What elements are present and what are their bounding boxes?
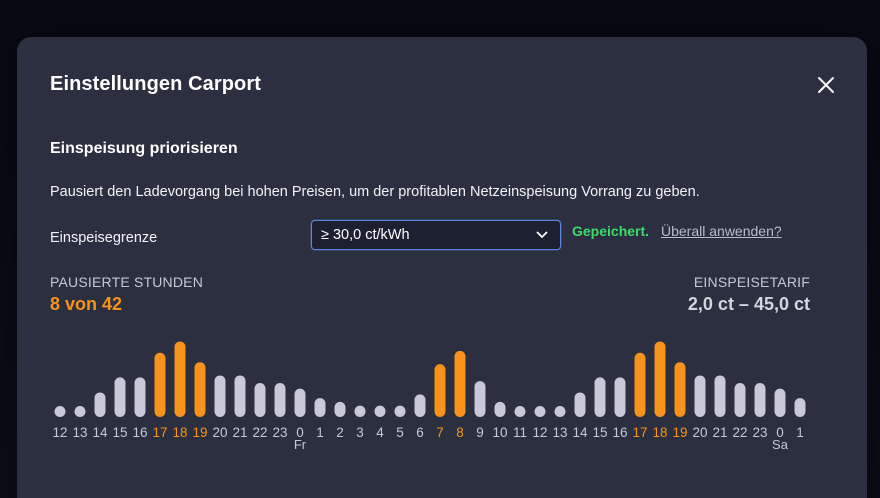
close-button[interactable]	[816, 75, 836, 95]
feed-in-limit-select[interactable]: ≥ 30,0 ct/kWh	[311, 220, 561, 250]
feed-in-tariff-value: 2,0 ct – 45,0 ct	[687, 294, 810, 314]
chevron-down-icon	[536, 231, 548, 238]
paused-hours-label: PAUSIERTE STUNDEN	[50, 274, 204, 290]
section-description: Pausiert den Ladevorgang bei hohen Preis…	[50, 184, 700, 200]
feed-in-limit-label: Einspeisegrenze	[50, 230, 158, 246]
feed-in-limit-value: ≥ 30,0 ct/kWh	[321, 227, 410, 243]
settings-modal: Einstellungen Carport Einspeisung priori…	[17, 37, 867, 498]
close-icon	[818, 77, 834, 93]
saved-status: Gepeichert.	[572, 223, 650, 239]
apply-everywhere-link[interactable]: Überall anwenden?	[661, 223, 782, 239]
feed-in-tariff-label: EINSPEISETARIF	[693, 274, 810, 290]
modal-title: Einstellungen Carport	[50, 73, 262, 95]
section-title: Einspeisung priorisieren	[50, 140, 238, 157]
paused-hours-value: 8 von 42	[50, 294, 123, 314]
